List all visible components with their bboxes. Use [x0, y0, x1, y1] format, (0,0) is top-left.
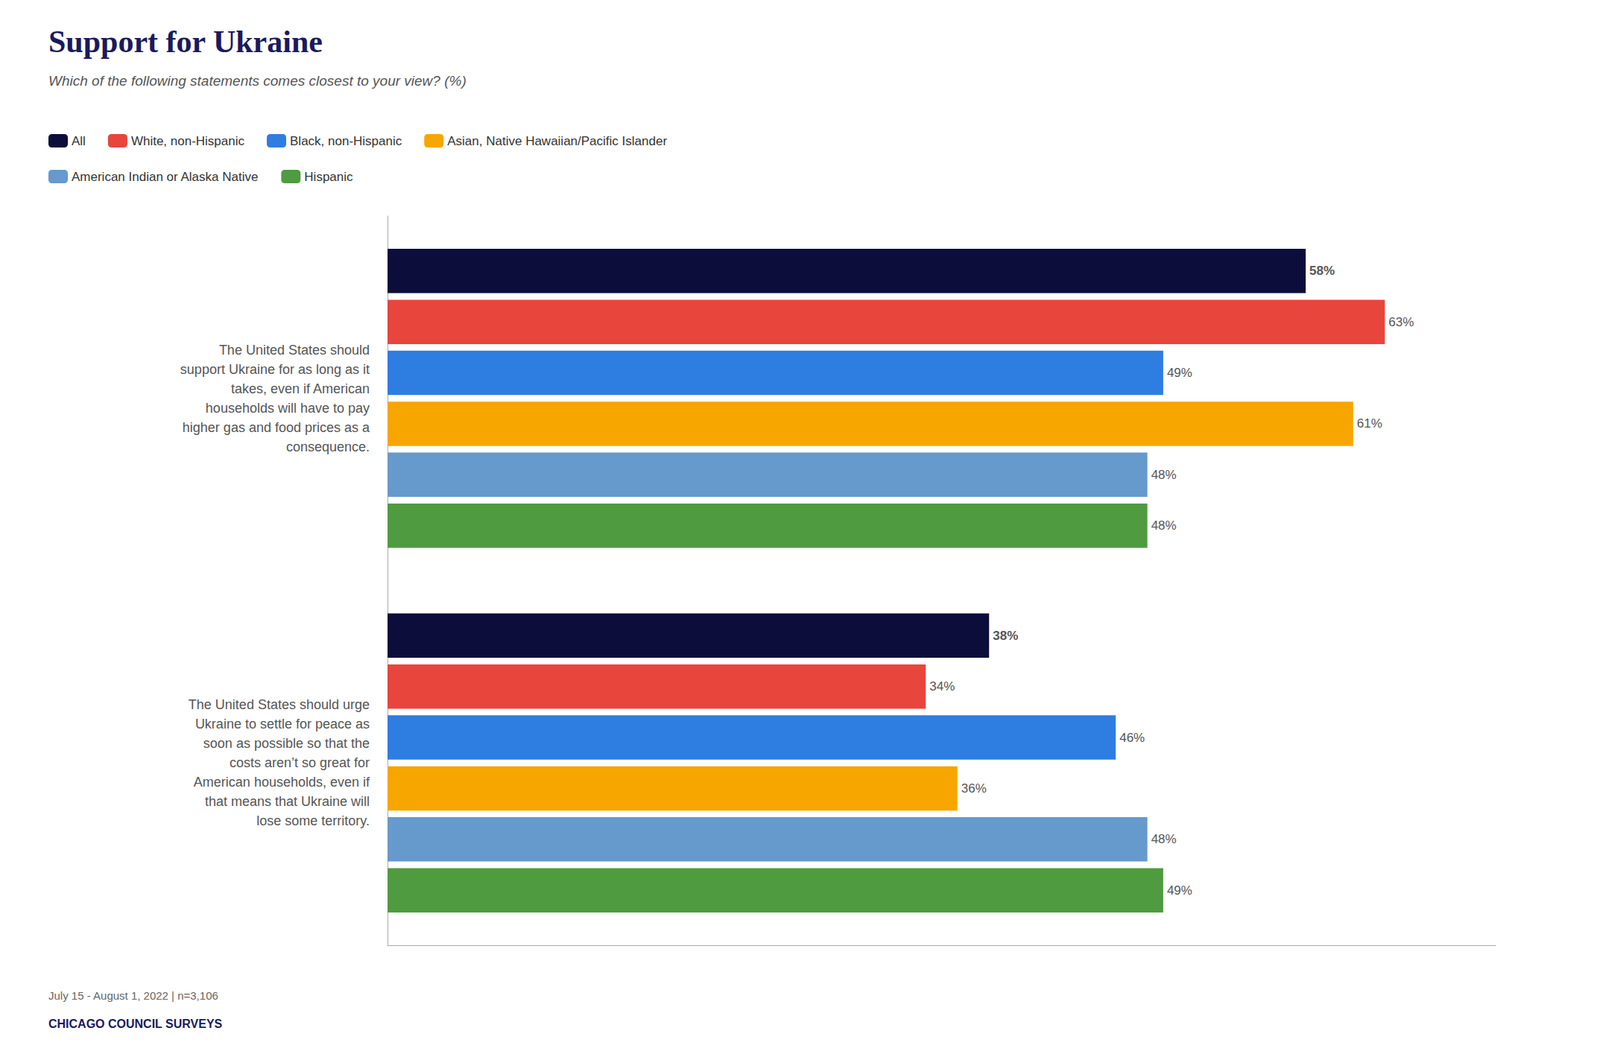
svg-text:support Ukraine for as long as: support Ukraine for as long as it: [180, 362, 370, 378]
svg-text:households will have to pay: households will have to pay: [205, 400, 370, 416]
svg-text:46%: 46%: [1119, 731, 1145, 746]
svg-text:Ukraine to settle for peace as: Ukraine to settle for peace as: [195, 716, 370, 732]
svg-text:costs aren’t so great for: costs aren’t so great for: [229, 755, 370, 771]
svg-text:49%: 49%: [1167, 365, 1193, 381]
svg-text:Black, non-Hispanic: Black, non-Hispanic: [289, 134, 403, 149]
svg-text:CHICAGO COUNCIL SURVEYS: CHICAGO COUNCIL SURVEYS: [48, 1017, 223, 1031]
svg-text:Support for Ukraine: Support for Ukraine: [48, 24, 323, 59]
svg-text:38%: 38%: [992, 628, 1018, 644]
svg-text:61%: 61%: [1357, 416, 1383, 431]
svg-text:Which of the following stateme: Which of the following statements comes …: [48, 73, 467, 89]
svg-text:American households, even if: American households, even if: [193, 775, 371, 790]
svg-text:July 15 - August 1, 2022 | n=3: July 15 - August 1, 2022 | n=3,106: [48, 989, 219, 1003]
svg-text:that means that Ukraine will: that means that Ukraine will: [204, 794, 370, 810]
svg-text:higher gas and food prices as: higher gas and food prices as a: [182, 420, 371, 436]
svg-text:48%: 48%: [1151, 468, 1177, 483]
svg-text:Hispanic: Hispanic: [304, 169, 354, 185]
svg-text:63%: 63%: [1388, 315, 1414, 330]
svg-text:36%: 36%: [961, 781, 987, 796]
svg-text:The United States should urge: The United States should urge: [188, 697, 370, 713]
svg-text:lose some territory.: lose some territory.: [256, 813, 370, 829]
svg-text:All: All: [71, 134, 86, 149]
svg-text:White, non-Hispanic: White, non-Hispanic: [131, 134, 246, 149]
svg-text:takes, even if American: takes, even if American: [231, 381, 370, 397]
svg-text:34%: 34%: [929, 679, 955, 694]
svg-text:The United States should: The United States should: [219, 342, 370, 358]
svg-text:consequence.: consequence.: [286, 439, 370, 455]
svg-text:soon as possible so that the: soon as possible so that the: [203, 736, 370, 752]
svg-text:American Indian or Alaska Nati: American Indian or Alaska Native: [71, 169, 258, 185]
svg-text:48%: 48%: [1151, 518, 1177, 533]
svg-text:48%: 48%: [1151, 832, 1177, 847]
svg-text:49%: 49%: [1167, 883, 1193, 898]
svg-text:58%: 58%: [1309, 263, 1335, 278]
svg-text:Asian, Native Hawaiian/Pacific: Asian, Native Hawaiian/Pacific Islander: [447, 134, 667, 149]
